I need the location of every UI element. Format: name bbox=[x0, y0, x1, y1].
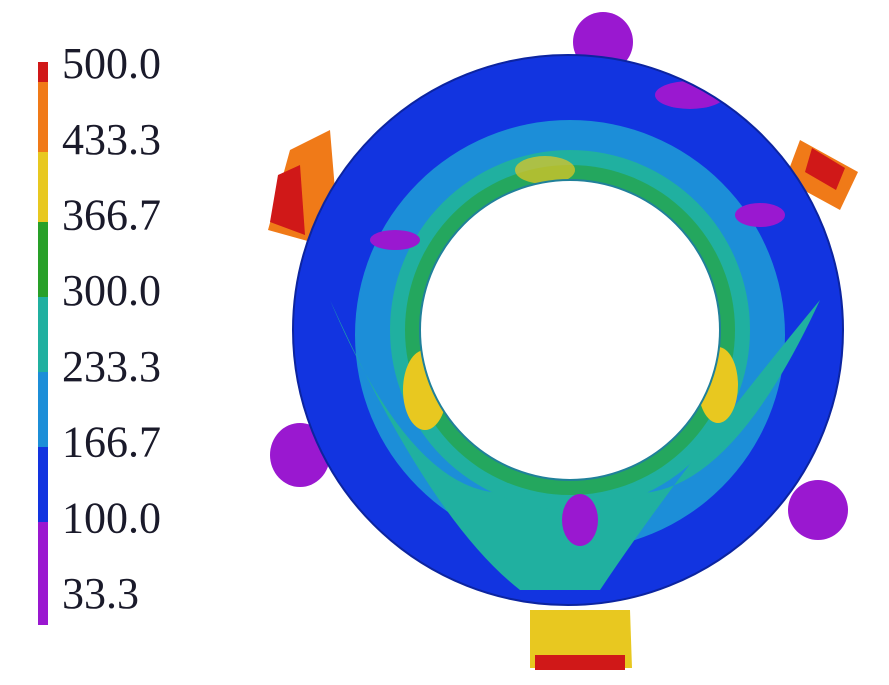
ring-hotspot bbox=[515, 156, 575, 184]
color-band bbox=[38, 222, 48, 297]
ring-low bbox=[655, 81, 725, 109]
ring-hole bbox=[419, 179, 721, 481]
color-bar bbox=[38, 62, 48, 625]
legend-label: 300.0 bbox=[62, 266, 161, 315]
legend-label: 366.7 bbox=[62, 191, 161, 240]
lug bbox=[530, 610, 632, 668]
ring-outline bbox=[292, 54, 844, 606]
legend-label: 100.0 bbox=[62, 493, 161, 542]
color-band bbox=[38, 62, 48, 82]
lug-hotspot bbox=[805, 148, 845, 190]
lug-hotspot bbox=[270, 165, 305, 235]
ring-low bbox=[562, 494, 598, 546]
legend-label: 433.3 bbox=[62, 115, 161, 164]
color-band bbox=[38, 522, 48, 625]
lug bbox=[788, 480, 848, 540]
color-band bbox=[38, 82, 48, 152]
legend-labels: 500.0 433.3 366.7 300.0 233.3 166.7 100.0 33.3 bbox=[62, 39, 161, 618]
ring-low bbox=[370, 230, 420, 250]
color-band bbox=[38, 447, 48, 522]
color-band bbox=[38, 297, 48, 372]
part-lugs bbox=[268, 12, 858, 670]
color-band bbox=[38, 372, 48, 447]
legend-label: 33.3 bbox=[62, 569, 139, 618]
ring-zone bbox=[330, 300, 820, 590]
legend-label: 500.0 bbox=[62, 39, 161, 88]
legend-label: 166.7 bbox=[62, 418, 161, 467]
ring-low bbox=[735, 203, 785, 227]
color-band bbox=[38, 152, 48, 222]
lug-hotspot bbox=[535, 655, 625, 670]
legend-label: 233.3 bbox=[62, 342, 161, 391]
